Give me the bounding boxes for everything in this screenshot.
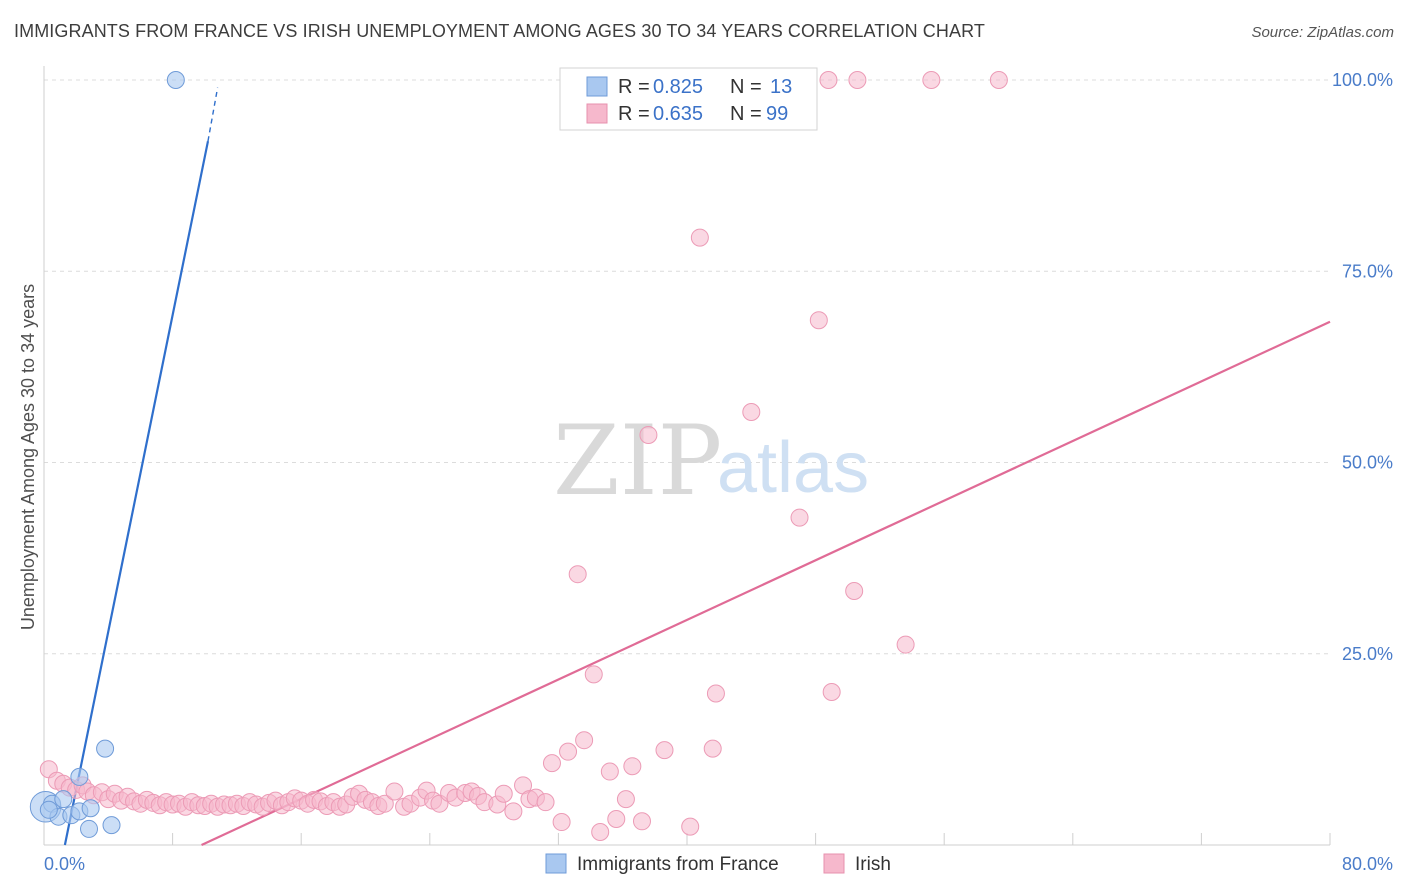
y-tick-label-0: 25.0%	[1342, 644, 1393, 664]
y-tick-label-3: 100.0%	[1332, 70, 1393, 90]
x-tick-labels: 0.0% 80.0%	[44, 854, 1393, 874]
legend-r-value-1: 0.825	[653, 76, 703, 98]
legend-r-value-2: 0.635	[653, 103, 703, 125]
irish-point-102	[989, 71, 1008, 89]
irish-point-68	[504, 802, 523, 821]
bottom-legend-label-2: Irish	[855, 854, 891, 875]
y-axis-label: Unemployment Among Ages 30 to 34 years	[18, 284, 38, 630]
irish-point-81	[607, 809, 626, 828]
watermark-zip: ZIP	[553, 405, 722, 517]
irish-point-52	[375, 794, 394, 813]
france-point-12	[39, 800, 58, 819]
irish-point-101	[922, 71, 941, 89]
bottom-legend-swatch-pink	[823, 853, 845, 874]
irish-point-79	[591, 822, 610, 841]
axes	[43, 66, 1331, 846]
legend-box: R = 0.825 N = 13 R = 0.635 N = 99	[559, 67, 818, 131]
y-tick-label-2: 75.0%	[1342, 261, 1393, 281]
irish-point-88	[690, 228, 709, 247]
irish-point-89	[703, 739, 722, 758]
irish-points	[39, 71, 1008, 841]
irish-point-86	[655, 741, 674, 760]
bottom-legend: Immigrants from France Irish	[545, 853, 891, 875]
irish-point-99	[819, 71, 838, 89]
x-tick-label-0: 0.0%	[44, 854, 85, 874]
legend-n-value-2: 99	[766, 103, 788, 125]
france-trend-line-extension	[207, 87, 219, 142]
irish-point-85	[639, 425, 658, 444]
irish-point-53	[385, 782, 404, 801]
legend-r-label-2: R =	[618, 103, 650, 125]
irish-point-90	[706, 684, 725, 703]
irish-point-93	[809, 311, 828, 330]
irish-point-75	[559, 742, 578, 761]
irish-point-74	[552, 813, 571, 832]
france-point-8	[81, 799, 100, 818]
legend-n-label-2: N =	[730, 103, 762, 125]
x-tick-label-1: 80.0%	[1342, 854, 1393, 874]
france-points	[29, 71, 185, 838]
france-trend-line	[63, 140, 210, 846]
irish-point-100	[848, 71, 867, 89]
watermark-atlas: atlas	[717, 428, 869, 508]
france-point-11	[166, 71, 185, 89]
legend-swatch-blue	[586, 76, 608, 97]
irish-point-94	[822, 683, 841, 701]
grid-lines	[44, 79, 1330, 655]
irish-point-92	[790, 508, 809, 527]
legend-swatch-pink	[586, 103, 608, 124]
source-label: Source: ZipAtlas.com	[1251, 24, 1394, 41]
france-point-3	[54, 790, 73, 809]
trend-lines	[63, 87, 1331, 846]
chart-title: IMMIGRANTS FROM FRANCE VS IRISH UNEMPLOY…	[14, 21, 985, 41]
irish-point-77	[575, 731, 594, 750]
france-point-9	[96, 739, 115, 758]
y-tick-label-1: 50.0%	[1342, 453, 1393, 473]
irish-point-87	[681, 817, 700, 836]
irish-point-73	[542, 754, 561, 773]
irish-point-96	[896, 635, 915, 654]
irish-trend-line	[201, 320, 1331, 846]
bottom-legend-swatch-blue	[545, 853, 567, 874]
irish-point-80	[600, 762, 619, 781]
legend-r-label-1: R =	[618, 76, 650, 98]
france-point-7	[80, 819, 99, 838]
irish-point-67	[494, 784, 513, 803]
bottom-legend-label-1: Immigrants from France	[577, 854, 779, 875]
france-point-10	[102, 816, 121, 835]
irish-point-91	[742, 403, 761, 422]
irish-point-82	[616, 790, 635, 809]
irish-point-76	[568, 565, 587, 584]
y-tick-labels: 25.0% 50.0% 75.0% 100.0%	[1332, 70, 1393, 664]
irish-point-84	[632, 812, 651, 831]
irish-point-83	[623, 757, 642, 776]
legend-n-label-1: N =	[730, 76, 762, 98]
france-point-6	[70, 767, 89, 786]
irish-point-78	[584, 665, 603, 684]
irish-point-72	[536, 793, 555, 812]
irish-point-95	[845, 582, 864, 601]
legend-n-value-1: 13	[770, 76, 792, 98]
